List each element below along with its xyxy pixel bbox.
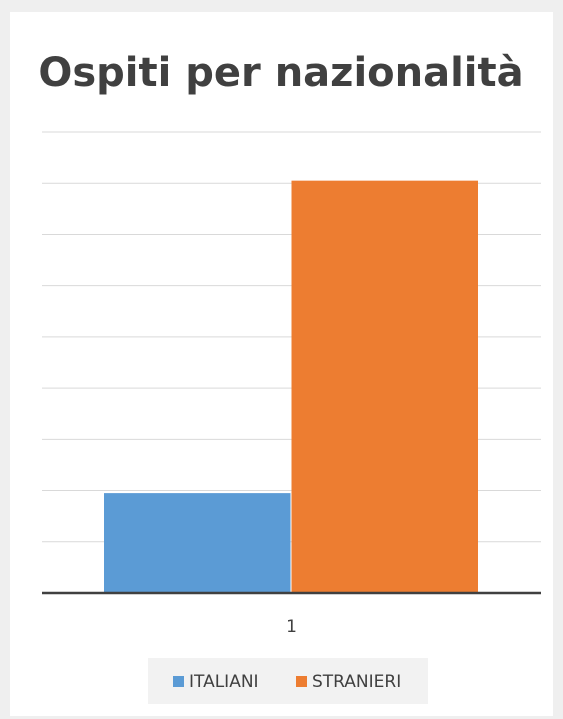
legend-label: ITALIANI — [189, 672, 259, 692]
bars — [104, 180, 478, 593]
chart-svg: Ospiti per nazionalità 1 ITALIANI STRANIE… — [38, 50, 541, 704]
chart-title: Ospiti per nazionalità — [38, 50, 523, 96]
legend-box — [148, 658, 428, 704]
x-tick-labels: 1 — [286, 617, 297, 637]
bar-stranieri — [291, 180, 478, 593]
x-tick-label: 1 — [286, 617, 297, 637]
legend: ITALIANI STRANIERI — [173, 672, 401, 692]
legend-swatch — [173, 676, 184, 687]
legend-label: STRANIERI — [312, 672, 401, 692]
bar-italiani — [104, 493, 291, 593]
legend-item-stranieri: STRANIERI — [296, 672, 401, 692]
chart-card: Ospiti per nazionalità 1 ITALIANI STRANIE… — [10, 12, 553, 716]
legend-swatch — [296, 676, 307, 687]
legend-item-italiani: ITALIANI — [173, 672, 259, 692]
